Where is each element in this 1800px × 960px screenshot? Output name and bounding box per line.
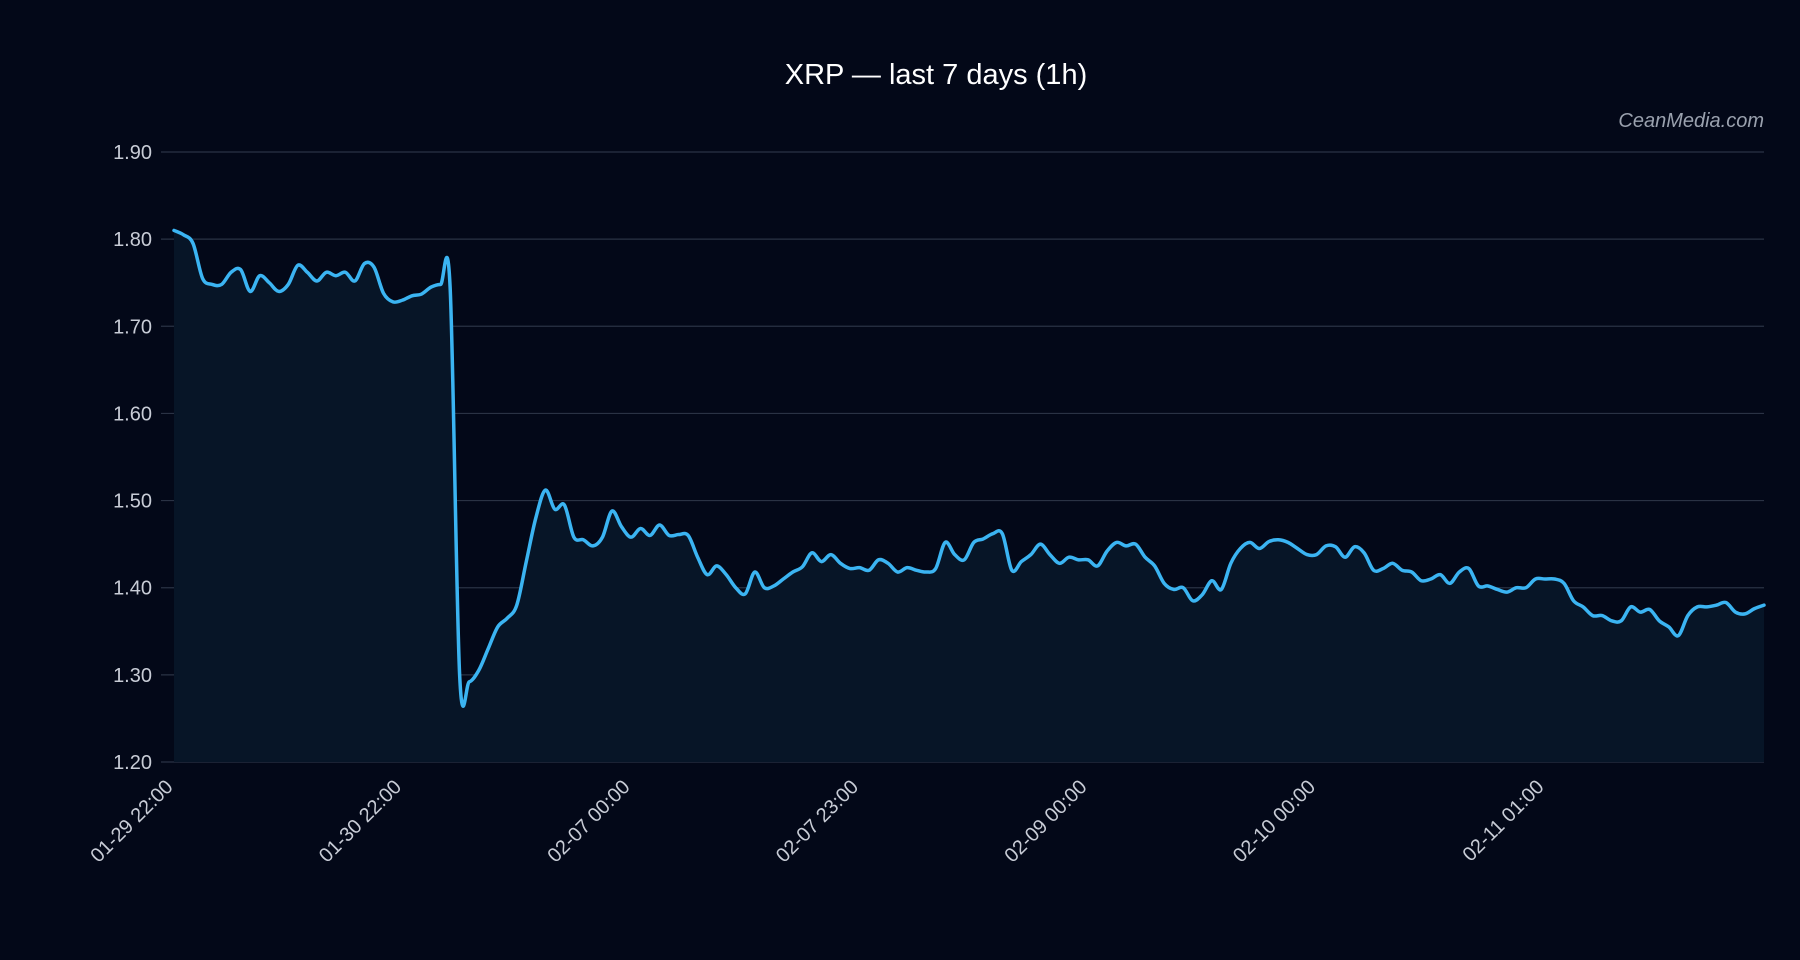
series-area <box>174 230 1764 762</box>
y-tick-label: 1.70 <box>113 316 152 338</box>
y-tick-label: 1.50 <box>113 491 152 513</box>
series-line-layer <box>172 228 1766 708</box>
y-tick-label: 1.30 <box>113 665 152 687</box>
y-tick-label: 1.40 <box>113 578 152 600</box>
chart-title: XRP — last 7 days (1h) <box>785 59 1087 91</box>
y-tick-label: 1.90 <box>113 142 152 164</box>
y-tick-label: 1.80 <box>113 229 152 251</box>
y-tick-label: 1.20 <box>113 752 152 774</box>
series-line <box>172 228 1766 708</box>
y-axis-ticks: 1.20 1.30 1.40 1.50 1.60 1.70 1.80 1.90 <box>113 142 152 774</box>
y-tick-label: 1.60 <box>113 403 152 425</box>
watermark: CeanMedia.com <box>1618 110 1764 132</box>
area-fill-layer <box>174 230 1764 762</box>
